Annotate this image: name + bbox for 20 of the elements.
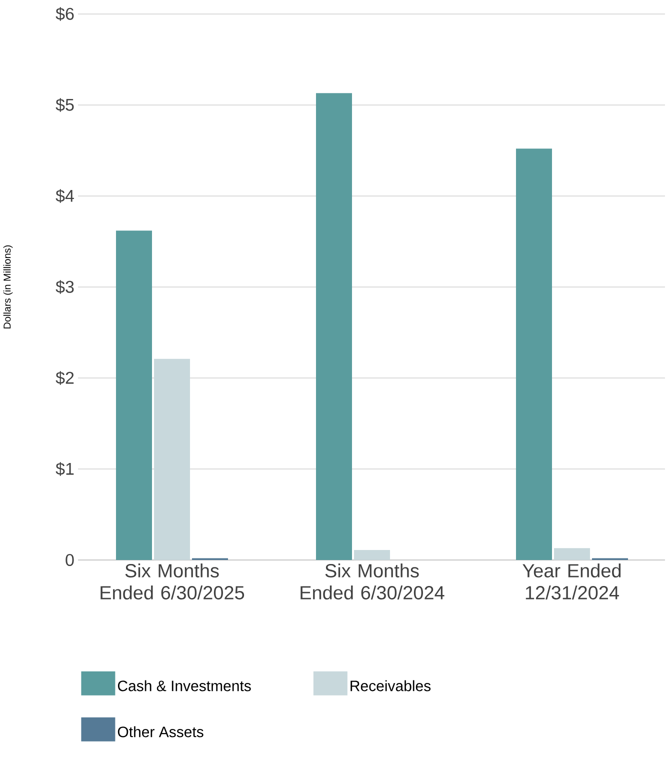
y-tick-label: 0: [66, 554, 74, 566]
y-tick-label: $6: [56, 7, 74, 21]
y-tick-label: $5: [56, 98, 74, 112]
legend-label: Cash & Investments: [118, 680, 251, 692]
bar: [154, 358, 190, 560]
bar: [316, 93, 352, 560]
y-axis-title: Dollars (in Millions): [3, 245, 13, 328]
bar: [354, 550, 390, 560]
y-tick-label: $4: [56, 189, 74, 203]
y-tick-label: $3: [56, 280, 74, 294]
x-tick-label: Year Ended 12/31/2024: [522, 564, 621, 600]
bar: [516, 148, 552, 560]
bar: [554, 548, 590, 560]
x-tick-label: Six Months Ended 6/30/2025: [100, 564, 244, 600]
bar: [116, 230, 152, 560]
x-tick-label: Six Months Ended 6/30/2024: [300, 564, 444, 600]
y-tick-label: $2: [56, 371, 74, 385]
legend-label: Receivables: [350, 680, 431, 692]
y-tick-label: $1: [56, 462, 74, 476]
legend-label: Other Assets: [118, 726, 204, 738]
